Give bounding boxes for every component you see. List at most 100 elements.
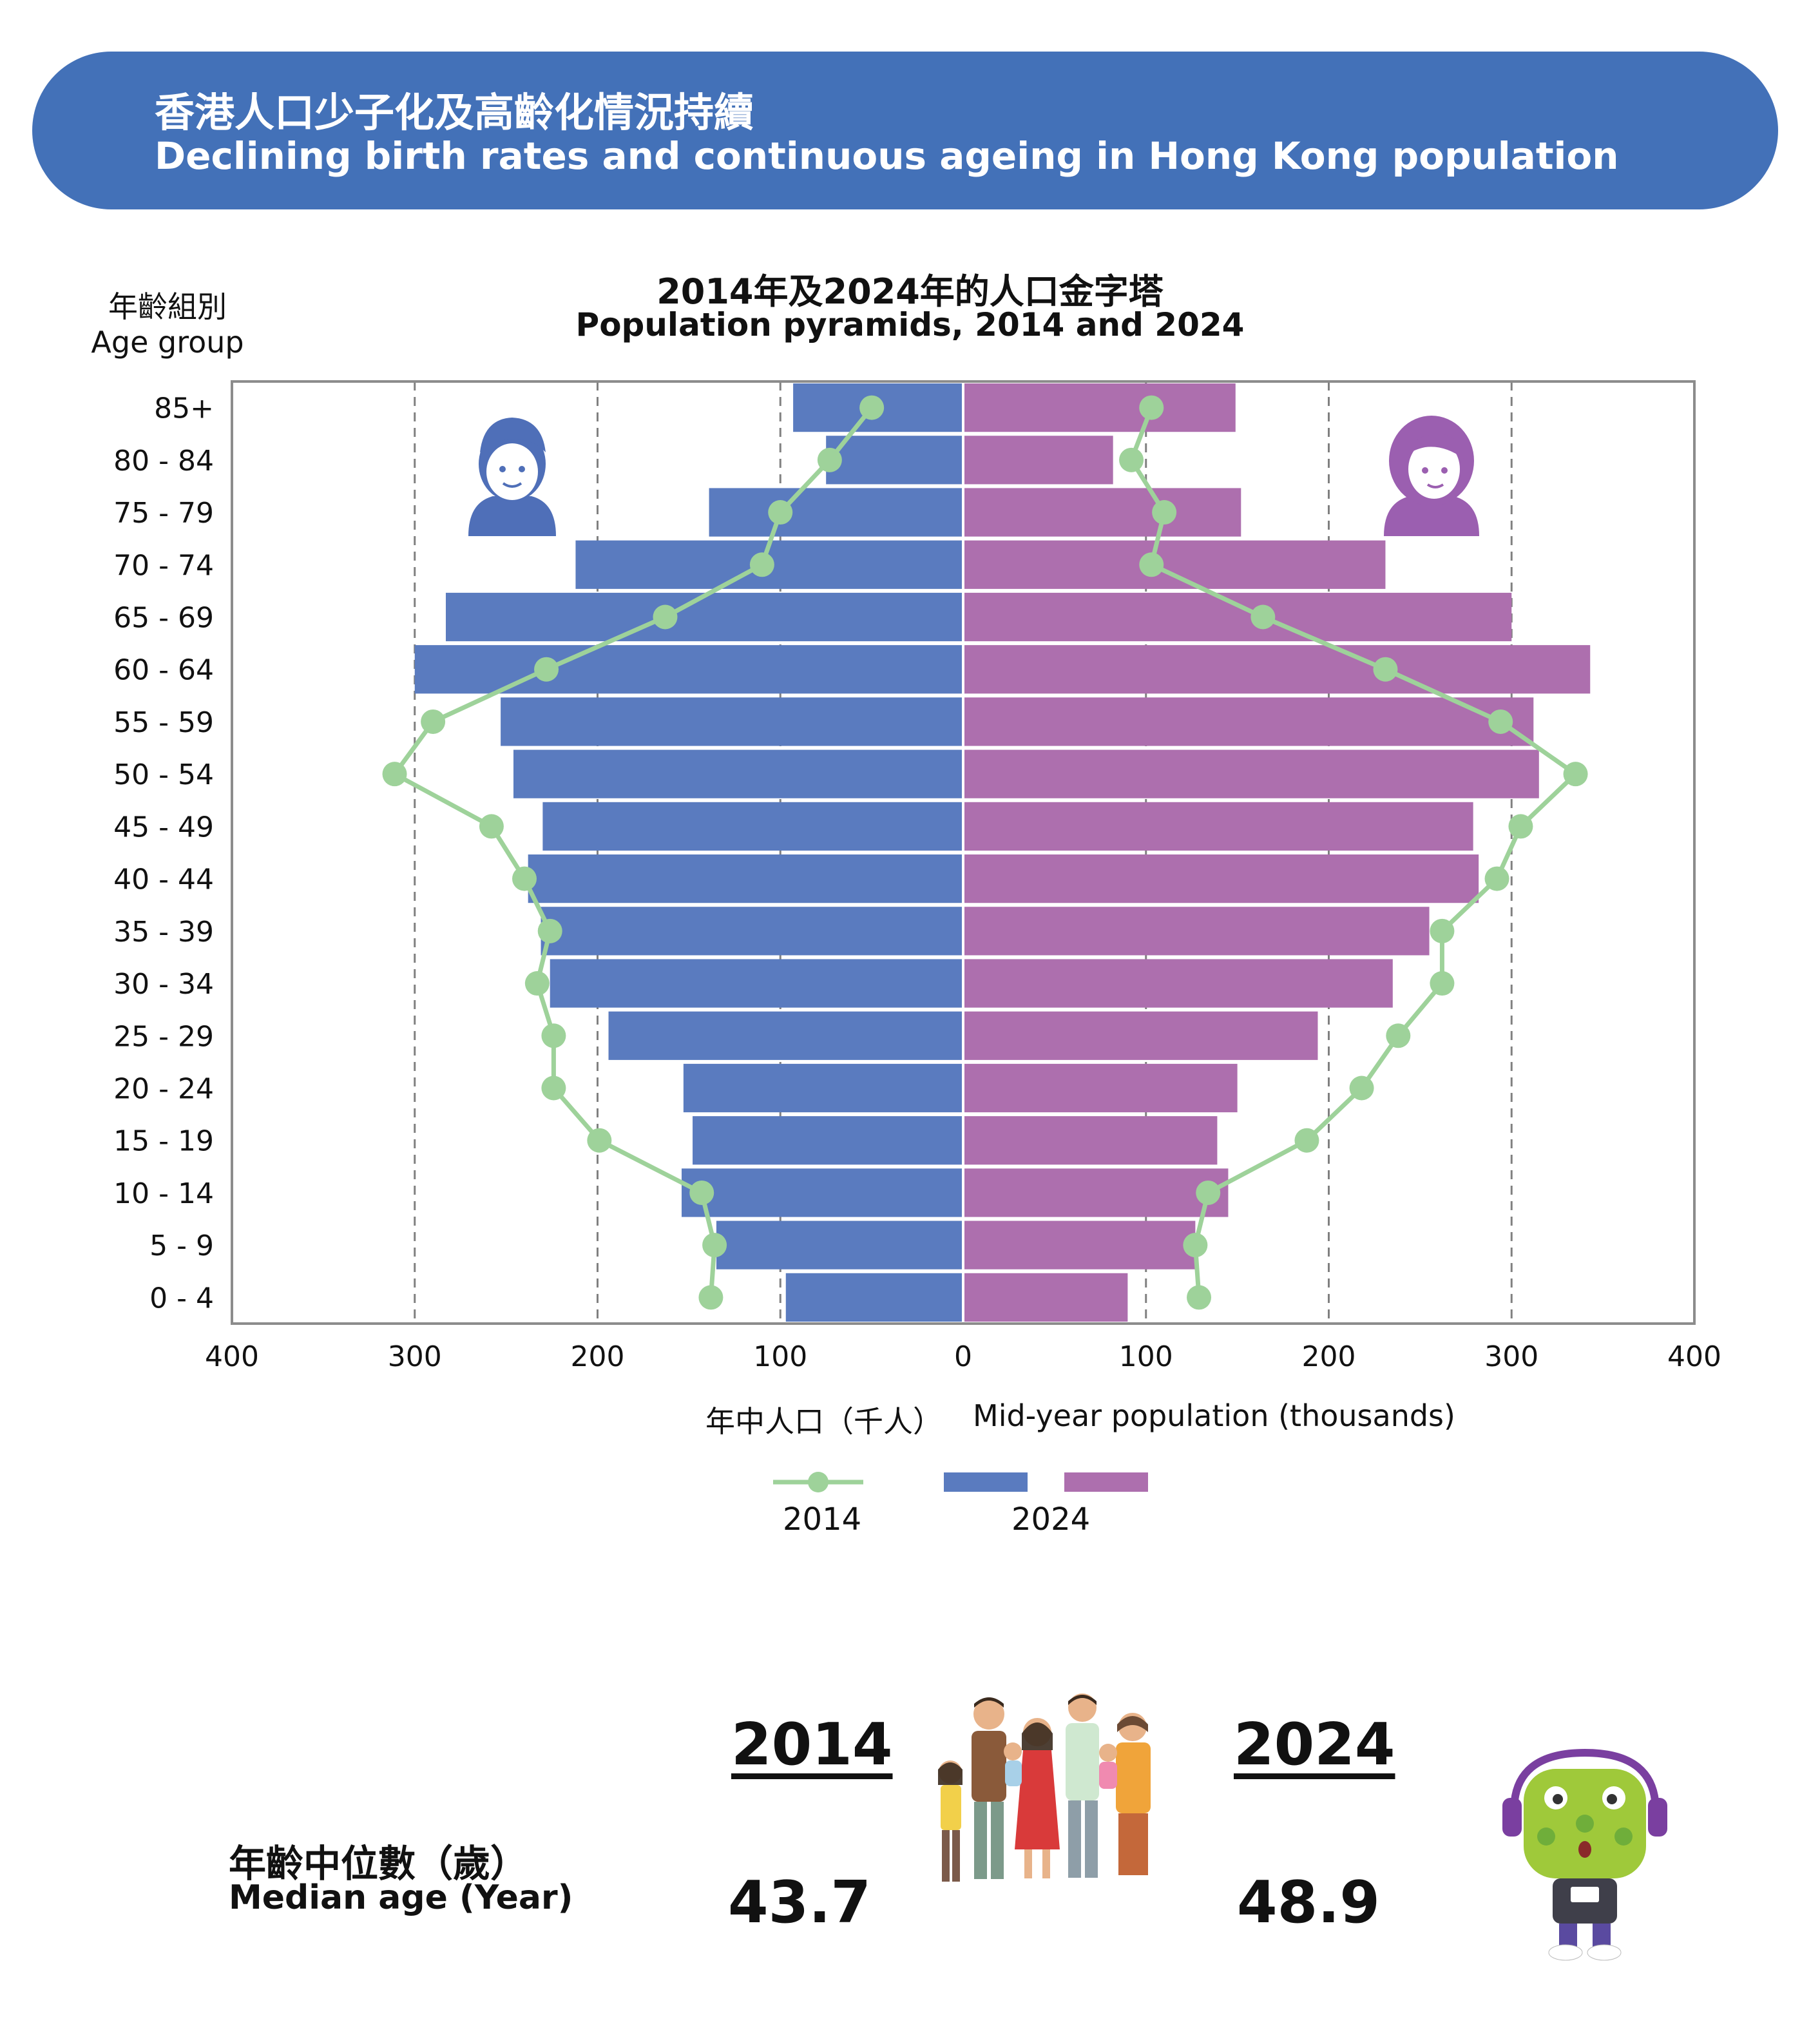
y-axis-title-en: Age group (91, 325, 244, 360)
y-axis-title-zh: 年齡組別 (108, 289, 227, 324)
point-2014-female (1139, 395, 1164, 420)
header-title-en: Declining birth rates and continuous age… (155, 134, 1619, 178)
y-tick-label: 65 - 69 (113, 602, 214, 635)
point-2014-female (1139, 552, 1164, 577)
bar-2024-female (963, 1116, 1218, 1165)
x-tick-label: 400 (1667, 1340, 1721, 1373)
bar-2024-female (963, 540, 1386, 589)
median-age-value-2014: 43.7 (728, 1869, 872, 1936)
bar-2024-female (963, 959, 1393, 1008)
y-tick-label: 85+ (154, 392, 214, 425)
point-2014-male (698, 1285, 723, 1310)
bar-2024-male (542, 802, 963, 851)
male-person-icon (468, 418, 556, 536)
chart-title-en: Population pyramids, 2014 and 2024 (575, 306, 1245, 343)
x-tick-label: 400 (205, 1340, 259, 1373)
header-title-zh: 香港人口少子化及高齡化情況持續 (155, 89, 754, 136)
point-2014-female (1349, 1075, 1374, 1101)
bar-2024-male (683, 1063, 963, 1113)
point-2014-male (541, 1075, 566, 1101)
y-tick-label: 70 - 74 (113, 549, 214, 582)
median-age-value-2024: 48.9 (1237, 1869, 1381, 1936)
point-2014-female (1508, 814, 1533, 839)
y-tick-label: 60 - 64 (113, 654, 214, 687)
point-2014-male (653, 604, 678, 630)
point-2014-female (1187, 1285, 1212, 1310)
female-person-icon (1384, 416, 1479, 536)
point-2014-male (702, 1233, 727, 1258)
bar-2024-female (963, 488, 1241, 537)
bar-2024-female (963, 1273, 1128, 1322)
y-tick-label: 10 - 14 (113, 1177, 214, 1210)
bar-2024-female (963, 697, 1534, 746)
x-tick-label: 200 (1302, 1340, 1356, 1373)
bar-2024-female (963, 383, 1236, 432)
legend-line-2014-swatch (773, 1472, 863, 1492)
bar-2024-male (414, 645, 963, 694)
y-tick-label: 25 - 29 (113, 1020, 214, 1053)
y-tick-label: 0 - 4 (149, 1282, 214, 1315)
x-tick-label: 300 (388, 1340, 442, 1373)
legend-label-2014: 2014 (783, 1501, 862, 1538)
y-tick-label: 35 - 39 (113, 916, 214, 949)
bar-2024-female (963, 645, 1591, 694)
plot-frame (231, 380, 1696, 1325)
y-tick-label: 30 - 34 (113, 968, 214, 1001)
point-2014-male (689, 1180, 714, 1205)
point-2014-male (768, 500, 793, 525)
bar-2024-female (963, 854, 1479, 903)
bar-2024-male (550, 959, 963, 1008)
point-2014-female (1294, 1128, 1319, 1153)
point-2014-female (1250, 604, 1276, 630)
bar-2024-female (963, 436, 1113, 485)
point-2014-female (1430, 971, 1455, 996)
bar-2024-male (682, 1168, 963, 1217)
x-axis-title-en: Mid-year population (thousands) (973, 1398, 1455, 1433)
point-2014-male (512, 866, 537, 891)
x-tick-label: 200 (571, 1340, 625, 1373)
point-2014-female (1430, 918, 1455, 943)
bar-2024-male (785, 1273, 963, 1322)
bar-2024-female (963, 749, 1539, 798)
point-2014-male (421, 709, 446, 734)
bar-2024-female (963, 1063, 1238, 1113)
point-2014-male (749, 552, 774, 577)
median-age-label-zh: 年齡中位數（歲） (229, 1842, 528, 1886)
bar-2024-female (963, 1011, 1318, 1060)
point-2014-female (1484, 866, 1509, 891)
bar-2024-female (963, 1220, 1196, 1269)
point-2014-male (859, 395, 885, 420)
median-age-label-en: Median age (Year) (229, 1878, 573, 1917)
x-tick-label: 100 (753, 1340, 807, 1373)
chart-title-zh: 2014年及2024年的人口金字塔 (656, 271, 1164, 312)
x-tick-label: 300 (1484, 1340, 1538, 1373)
family-illustration (938, 1693, 1151, 1882)
bar-2024-male (826, 436, 963, 485)
bar-2024-female (963, 907, 1430, 956)
bar-2024-male (445, 592, 963, 642)
point-2014-female (1196, 1180, 1221, 1205)
bar-2024-male (716, 1220, 963, 1269)
point-2014-male (537, 918, 562, 943)
legend-male-2024-swatch (944, 1472, 1028, 1492)
bar-2024-male (513, 749, 963, 798)
point-2014-female (1488, 709, 1513, 734)
x-axis-title-zh: 年中人口（千人） (705, 1404, 943, 1439)
bar-2024-male (693, 1116, 963, 1165)
y-tick-label: 15 - 19 (113, 1125, 214, 1158)
mascot-with-headset (1502, 1748, 1667, 1961)
y-tick-label: 55 - 59 (113, 706, 214, 739)
point-2014-female (1386, 1023, 1411, 1048)
bar-2024-male (709, 488, 963, 537)
median-year-2014: 2014 (731, 1711, 893, 1779)
y-tick-label: 50 - 54 (113, 758, 214, 791)
point-2014-female (1563, 762, 1588, 787)
y-tick-label: 80 - 84 (113, 445, 214, 477)
bar-2024-female (963, 592, 1512, 642)
y-tick-label: 75 - 79 (113, 497, 214, 530)
point-2014-male (524, 971, 550, 996)
y-tick-label: 5 - 9 (149, 1230, 214, 1262)
point-2014-male (541, 1023, 566, 1048)
header-banner: 香港人口少子化及高齡化情況持續 Declining birth rates an… (32, 52, 1778, 209)
bar-2024-male (528, 854, 963, 903)
